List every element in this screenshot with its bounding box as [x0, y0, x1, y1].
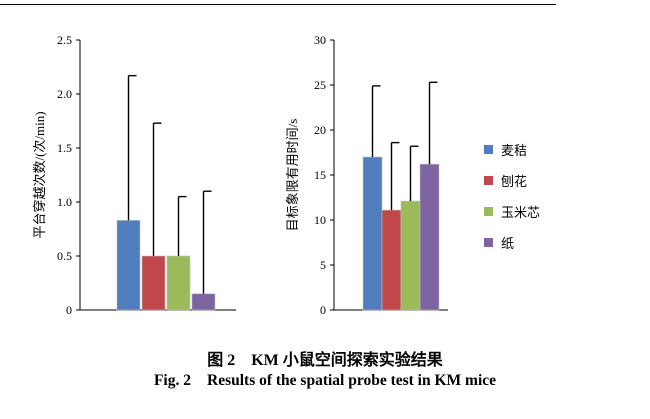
y-axis-title: 目标象限有用时间/s [285, 119, 300, 232]
legend-swatch-刨花 [484, 176, 493, 185]
caption-cn-label: 图 2 [207, 352, 236, 369]
caption-chinese: 图 2 KM 小鼠空间探索实验结果 [0, 346, 650, 370]
chart-canvas: 0 0.5 1.0 1.5 2.0 2.5 平台穿越次数/(次/min) 0 5 10 15 20 2… [32, 33, 540, 317]
y-tick-label: 15 [314, 168, 326, 182]
bar-纸 [419, 163, 440, 311]
legend-label: 刨花 [501, 174, 527, 189]
bar-麦秸 [362, 156, 383, 311]
bar-刨花 [141, 255, 166, 311]
bar-麦秸 [116, 220, 141, 311]
y-tick-label: 5 [320, 258, 326, 272]
legend-label: 玉米芯 [501, 205, 540, 220]
y-tick-label: 25 [314, 78, 326, 92]
right-chart: 0 5 10 15 20 25 30 目标象限有用时间/s [285, 33, 448, 317]
y-tick-label: 20 [314, 123, 326, 137]
y-tick-label: 0 [320, 303, 326, 317]
legend-swatch-纸 [484, 238, 493, 247]
y-tick-label: 30 [314, 33, 326, 47]
left-chart: 0 0.5 1.0 1.5 2.0 2.5 平台穿越次数/(次/min) [32, 33, 236, 317]
bar-玉米芯 [400, 200, 421, 311]
legend-swatch-玉米芯 [484, 207, 493, 216]
legend-label: 纸 [501, 236, 514, 251]
legend-label: 麦秸 [501, 143, 527, 158]
caption-english: Fig. 2 Results of the spatial probe test … [0, 372, 650, 390]
caption-en-text: Results of the spatial probe test in KM … [207, 372, 497, 389]
y-tick-label: 1.0 [57, 195, 72, 209]
bar-纸 [191, 293, 216, 311]
legend-swatch-麦秸 [484, 145, 493, 154]
y-axis-title: 平台穿越次数/(次/min) [32, 111, 47, 238]
bar-刨花 [381, 209, 402, 311]
y-tick-label: 2.5 [57, 33, 72, 47]
y-tick-label: 10 [314, 213, 326, 227]
y-tick-label: 0.5 [57, 249, 72, 263]
caption-cn-text: KM 小鼠空间探索实验结果 [251, 352, 443, 369]
top-rule [0, 4, 556, 5]
y-tick-label: 1.5 [57, 141, 72, 155]
y-tick-label: 0 [66, 303, 72, 317]
bar-玉米芯 [166, 255, 191, 311]
y-tick-label: 2.0 [57, 87, 72, 101]
caption-en-label: Fig. 2 [153, 372, 191, 389]
